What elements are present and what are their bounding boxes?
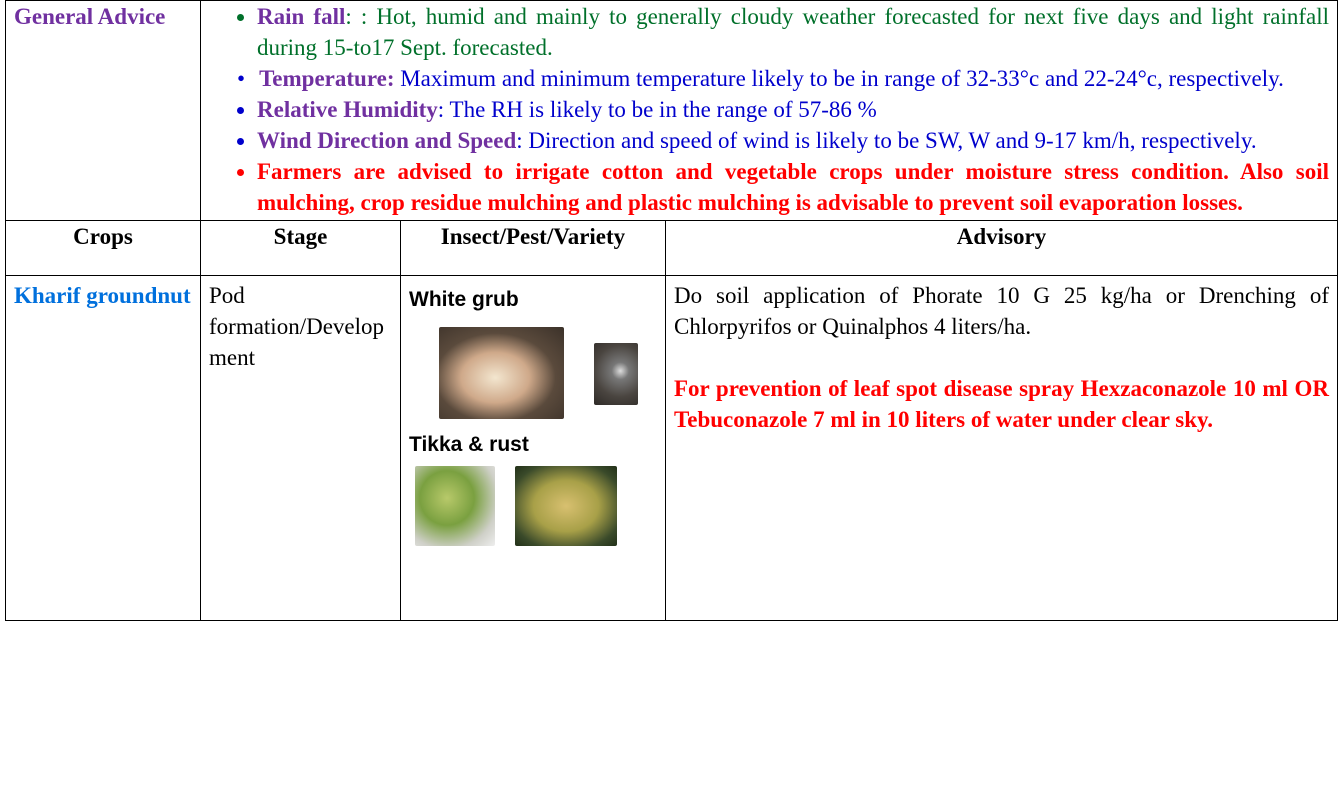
header: Crops [6, 221, 201, 276]
header-row: Crops Stage Insect/Pest/Variety Advisory [6, 221, 1338, 276]
bullet: Farmers are advised to irrigate cotton a… [257, 156, 1329, 218]
rust-image [415, 466, 495, 546]
general-cell: Rain fall: : Hot, humid and mainly to ge… [201, 1, 1338, 221]
bullet-text: Farmers are advised to irrigate cotton a… [257, 159, 1329, 215]
bullet-text: : Direction and speed of wind is likely … [516, 128, 1256, 153]
bullet-text: : : Hot, humid and mainly to generally c… [257, 4, 1329, 60]
header: Insect/Pest/Variety [401, 221, 666, 276]
pest-name: Tikka & rust [409, 429, 657, 460]
general-list: Rain fall: : Hot, humid and mainly to ge… [209, 1, 1329, 218]
advisory-text: For prevention of leaf spot disease spra… [674, 373, 1329, 435]
bullet: Relative Humidity: The RH is likely to b… [257, 94, 1329, 125]
pest-name: White grub [409, 284, 657, 315]
grub-image [594, 343, 638, 405]
advisory-cell: Do soil application of Phorate 10 G 25 k… [666, 276, 1338, 621]
general-label: General Advice [6, 1, 201, 221]
pest-images [415, 466, 657, 554]
bullet: Wind Direction and Speed: Direction and … [257, 125, 1329, 156]
pest-cell: White grub Tikka & rust [401, 276, 666, 621]
bullet-label: Rain fall [257, 4, 345, 29]
rust-image [515, 466, 617, 546]
bullet-label: Wind Direction and Speed [257, 128, 516, 153]
bullet: Temperature: Maximum and minimum tempera… [209, 63, 1329, 94]
page: General Advice Rain fall: : Hot, humid a… [0, 0, 1341, 810]
advisory-text: Do soil application of Phorate 10 G 25 k… [674, 280, 1329, 342]
advisory-table: General Advice Rain fall: : Hot, humid a… [5, 0, 1338, 621]
header: Stage [201, 221, 401, 276]
crop-row: Kharif groundnut Pod formation/Developme… [6, 276, 1338, 621]
bullet-label: Temperature: [259, 66, 394, 91]
header: Advisory [666, 221, 1338, 276]
bullet: Rain fall: : Hot, humid and mainly to ge… [257, 1, 1329, 63]
pest-images [439, 327, 657, 421]
bullet-label: Relative Humidity [257, 97, 438, 122]
stage: Pod formation/Development [201, 276, 401, 621]
general-row: General Advice Rain fall: : Hot, humid a… [6, 1, 1338, 221]
crop: Kharif groundnut [6, 276, 201, 621]
bullet-text: Maximum and minimum temperature likely t… [394, 66, 1283, 91]
grub-image [439, 327, 564, 419]
bullet-text: : The RH is likely to be in the range of… [438, 97, 877, 122]
